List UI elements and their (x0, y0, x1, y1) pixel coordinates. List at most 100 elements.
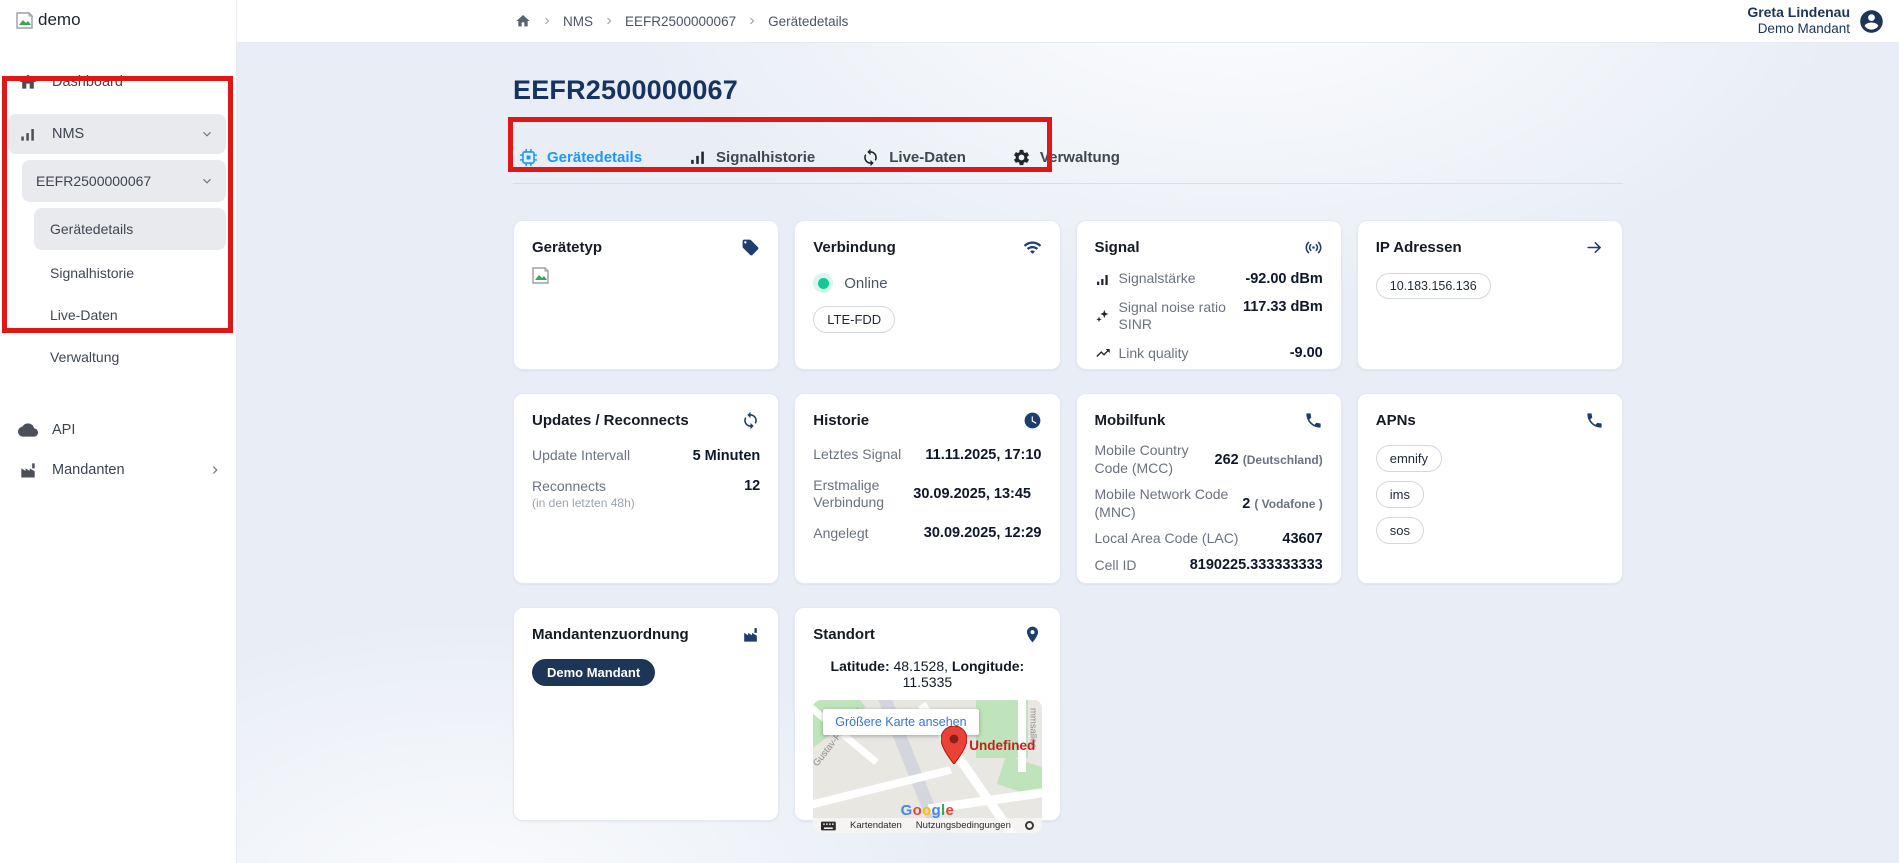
row-value: 8190225.333333333 (1190, 557, 1323, 573)
breadcrumb: NMS EEFR2500000067 Gerätedetails (515, 13, 848, 29)
user-menu[interactable]: Greta Lindenau Demo Mandant (1747, 4, 1899, 38)
breadcrumb-nms[interactable]: NMS (563, 14, 593, 29)
card-mandantenzuordnung: Mandantenzuordnung Demo Mandant (513, 607, 779, 821)
sidebar-item-label: Mandanten (52, 462, 194, 478)
row-value: 117.33 dBm (1243, 299, 1323, 315)
sidebar-item-label: Dashboard (52, 74, 222, 90)
logo-text: demo (38, 10, 81, 30)
chevron-right-icon (603, 15, 615, 27)
map-marker-icon[interactable] (941, 726, 967, 764)
sidebar-item-dashboard[interactable]: Dashboard (0, 62, 236, 102)
latitude-label: Latitude: (831, 658, 890, 674)
cellular-row: Mobile Network Code (MNC) 2 ( Vodafone ) (1095, 486, 1323, 521)
row-label: Local Area Code (LAC) (1095, 530, 1275, 548)
sidebar-item-label: Live-Daten (50, 307, 118, 323)
card-title: Signal (1095, 239, 1140, 256)
sidebar-item-mandanten[interactable]: Mandanten (0, 450, 236, 490)
broken-image-icon (16, 12, 36, 29)
row-label: Update Intervall (532, 447, 685, 465)
card-title: Mobilfunk (1095, 412, 1166, 429)
home-icon[interactable] (515, 13, 531, 29)
sidebar-item-label: Signalhistorie (50, 265, 134, 281)
location-pin-icon (1023, 625, 1042, 644)
row-label: Link quality (1119, 345, 1282, 363)
sidebar: demo Dashboard NMS EEFR2500000067 Geräte… (0, 0, 237, 863)
broadcast-icon (1304, 238, 1323, 257)
sync-icon (741, 411, 760, 430)
apn-badge: ims (1376, 481, 1424, 508)
sidebar-item-device[interactable]: EEFR2500000067 (22, 160, 226, 202)
sync-icon (861, 148, 880, 167)
bar-chart-icon (688, 148, 707, 167)
tab-bar: Gerätedetails Signalhistorie Live-Daten … (513, 136, 1623, 184)
map-terms-link[interactable]: Nutzungsbedingungen (916, 820, 1011, 831)
row-note: ( Vodafone ) (1254, 497, 1322, 511)
phone-icon (1304, 411, 1323, 430)
keyboard-icon[interactable] (821, 821, 836, 831)
signal-bars-icon (1095, 271, 1111, 287)
row-label: Mobile Country Code (MCC) (1095, 442, 1207, 477)
connection-status: Online (813, 273, 1041, 293)
cpu-chip-icon (519, 148, 538, 167)
marker-label: Undefined (969, 738, 1035, 753)
chevron-down-icon (200, 174, 214, 188)
breadcrumb-device[interactable]: EEFR2500000067 (625, 14, 736, 29)
row-label: Reconnects (532, 478, 606, 494)
online-status-dot (813, 273, 833, 293)
row-label: Signalstärke (1119, 270, 1238, 288)
row-label: Signal noise ratio SINR (1119, 299, 1235, 334)
factory-icon (18, 460, 38, 480)
card-title: Historie (813, 412, 869, 429)
update-row: Update Intervall 5 Minuten (532, 447, 760, 465)
sidebar-item-nms[interactable]: NMS (8, 114, 226, 154)
latitude-value: 48.1528, (894, 658, 949, 674)
tab-label: Verwaltung (1040, 149, 1120, 166)
card-historie: Historie Letztes Signal 11.11.2025, 17:1… (794, 393, 1060, 584)
google-logo[interactable]: Google (901, 802, 955, 819)
row-label: Mobile Network Code (MNC) (1095, 486, 1235, 521)
sidebar-item-label: Verwaltung (50, 349, 119, 365)
card-title: APNs (1376, 412, 1416, 429)
sidebar-item-signalhistorie[interactable]: Signalhistorie (34, 252, 226, 294)
trend-up-icon (1095, 345, 1111, 361)
card-standort: Standort Latitude: 48.1528, Longitude: 1… (794, 607, 1060, 821)
ip-address-badge: 10.183.156.136 (1376, 273, 1491, 299)
map-settings-icon[interactable] (1025, 821, 1034, 830)
page-content: EEFR2500000067 Gerätedetails Signalhisto… (513, 43, 1623, 821)
apn-badge: emnify (1376, 445, 1442, 472)
tab-verwaltung[interactable]: Verwaltung (1012, 148, 1120, 167)
map-data-link[interactable]: Kartendaten (850, 820, 902, 831)
sidebar-item-api[interactable]: API (0, 410, 236, 450)
row-value: 30.09.2025, 13:45 (913, 486, 1031, 502)
sidebar-item-live-daten[interactable]: Live-Daten (34, 294, 226, 336)
apn-list: emnify ims sos (1376, 445, 1604, 544)
longitude-value: 11.5335 (903, 674, 953, 690)
cellular-row: Local Area Code (LAC) 43607 (1095, 530, 1323, 548)
clock-icon (1023, 411, 1042, 430)
account-circle-icon[interactable] (1858, 8, 1885, 35)
tab-label: Gerätedetails (547, 149, 642, 166)
google-map[interactable]: Gustav-Falke-Str. mmsallee Größere Karte… (813, 700, 1041, 833)
row-sublabel: (in den letzten 48h) (532, 496, 736, 511)
longitude-label: Longitude: (952, 658, 1024, 674)
tab-geraetedetails[interactable]: Gerätedetails (519, 148, 642, 167)
user-organization: Demo Mandant (1747, 21, 1850, 38)
row-label: Angelegt (813, 525, 916, 543)
tab-signalhistorie[interactable]: Signalhistorie (688, 148, 815, 167)
sidebar-item-verwaltung[interactable]: Verwaltung (34, 336, 226, 378)
card-title: Mandantenzuordnung (532, 626, 689, 643)
page-title: EEFR2500000067 (513, 75, 1623, 106)
tab-live-daten[interactable]: Live-Daten (861, 148, 966, 167)
signal-row: Signalstärke -92.00 dBm (1095, 270, 1323, 288)
arrow-right-icon (1585, 238, 1604, 257)
card-signal: Signal Signalstärke -92.00 dBm Signal no… (1076, 220, 1342, 370)
card-title: Updates / Reconnects (532, 412, 689, 429)
signal-row: Signal noise ratio SINR 117.33 dBm (1095, 299, 1323, 334)
row-value: 2 (1242, 496, 1250, 512)
card-title: IP Adressen (1376, 239, 1462, 256)
row-value: 11.11.2025, 17:10 (925, 447, 1041, 463)
card-title: Verbindung (813, 239, 896, 256)
card-mobilfunk: Mobilfunk Mobile Country Code (MCC) 262 … (1076, 393, 1342, 584)
row-value: 43607 (1282, 531, 1322, 547)
sidebar-item-geraetedetails[interactable]: Gerätedetails (34, 208, 226, 250)
